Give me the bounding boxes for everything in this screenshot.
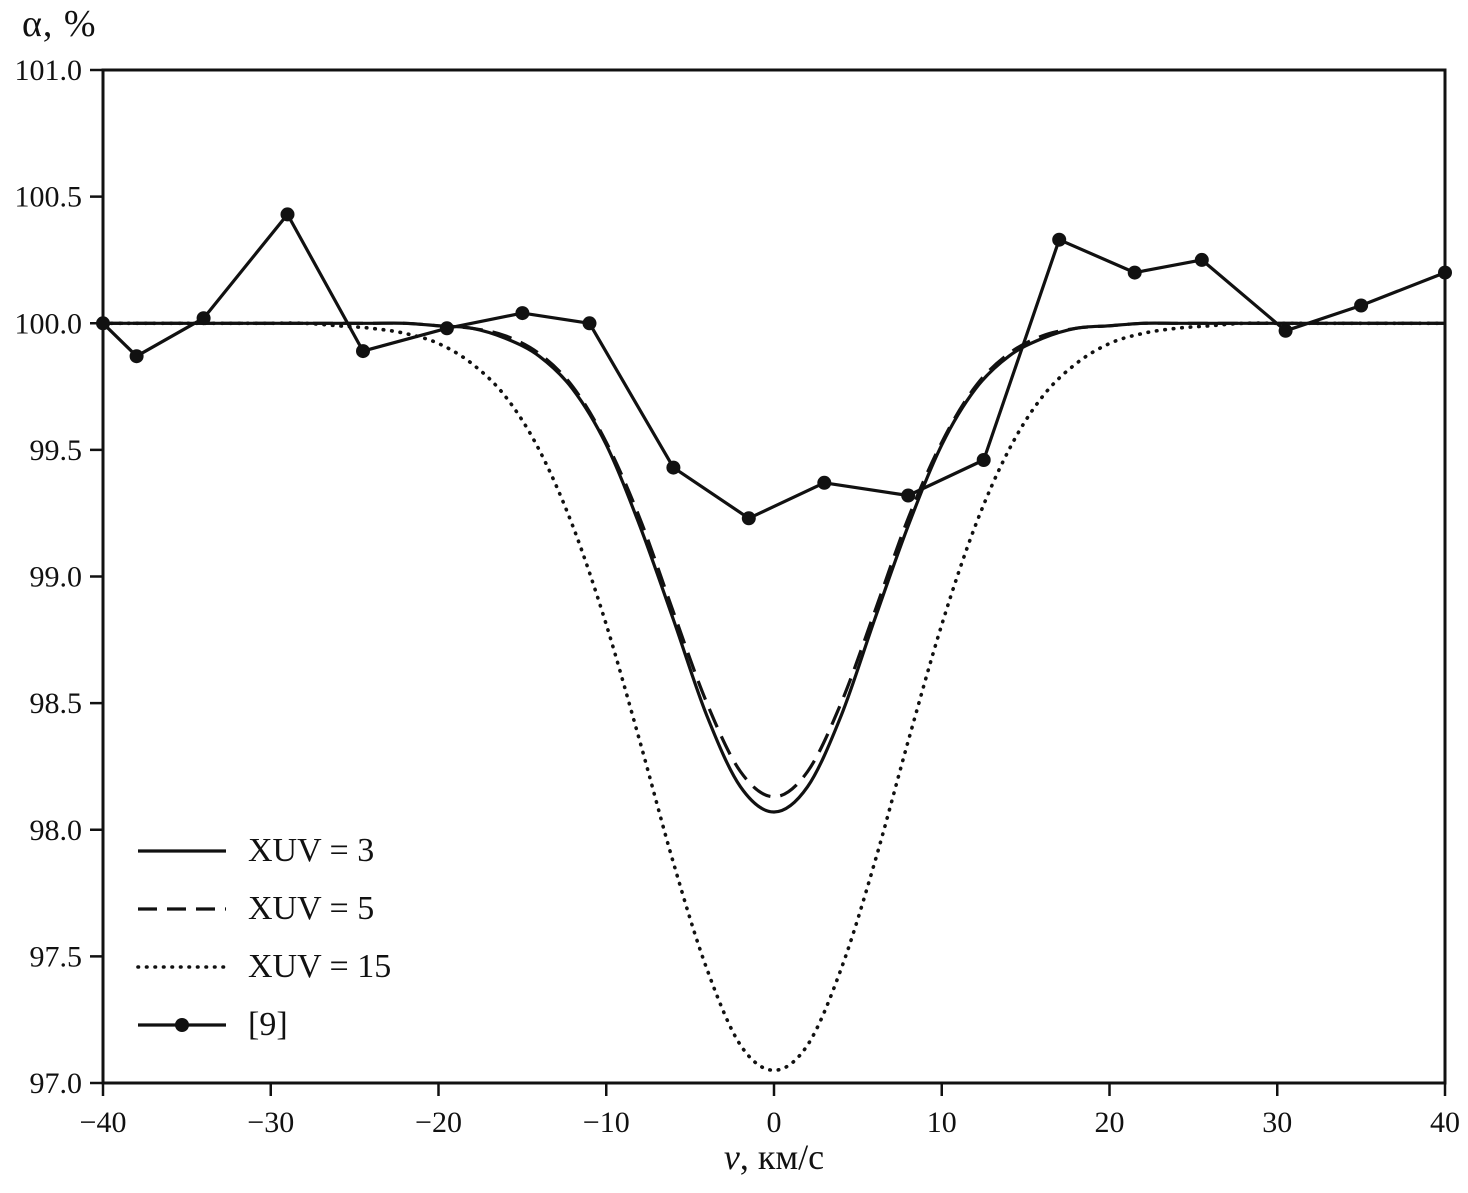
- series-observed-marker: [439, 321, 454, 336]
- legend-item-xuv15: XUV = 15: [136, 948, 391, 986]
- x-tick-label: 0: [767, 1106, 782, 1139]
- x-tick-label: 40: [1430, 1106, 1460, 1139]
- series-observed-marker: [666, 460, 681, 475]
- plot-frame: [101, 68, 1447, 1085]
- y-tick-label: 101.0: [15, 54, 83, 87]
- series-observed-marker: [817, 475, 832, 490]
- series-observed-marker: [1194, 252, 1209, 267]
- legend-solid-line-icon: [138, 849, 226, 853]
- series-observed-marker: [280, 207, 295, 222]
- y-tick-label: 99.0: [30, 561, 83, 594]
- series-observed-marker: [1354, 298, 1369, 313]
- series-observed-line: [101, 212, 1446, 520]
- legend-item-xuv5: XUV = 5: [136, 890, 391, 928]
- x-tick-label: 30: [1262, 1106, 1292, 1139]
- legend-label-xuv3: XUV = 3: [248, 832, 375, 869]
- series-observed-marker: [1278, 323, 1293, 338]
- x-axis-title: v, км/с: [103, 1136, 1445, 1178]
- y-tick-label: 100.5: [15, 181, 83, 214]
- legend-label-xuv15: XUV = 15: [248, 948, 392, 985]
- x-axis-title-units: , км/с: [739, 1137, 825, 1177]
- series-observed-marker: [1052, 232, 1067, 247]
- series-observed-marker: [356, 344, 370, 359]
- legend-dotted-line-icon: [136, 965, 228, 969]
- legend-item-xuv3: XUV = 3: [136, 832, 391, 870]
- series-observed-marker: [129, 349, 144, 364]
- legend-dashed-line-icon: [138, 907, 226, 911]
- legend-label-xuv5: XUV = 5: [248, 890, 375, 927]
- x-tick-label: 20: [1095, 1106, 1125, 1139]
- series-observed-marker: [976, 453, 991, 467]
- y-axis-title: α, %: [22, 3, 97, 45]
- x-axis-title-variable: v: [723, 1137, 740, 1177]
- legend-marker-line-icon: [138, 1018, 226, 1032]
- series-observed-marker: [1127, 265, 1142, 280]
- y-tick-label: 99.5: [30, 434, 83, 467]
- series-observed-marker: [196, 311, 211, 326]
- legend-label-ref9: [9]: [248, 1006, 288, 1043]
- x-tick-label: −10: [583, 1106, 630, 1139]
- y-tick-label: 98.5: [30, 687, 83, 720]
- y-tick-label: 98.0: [30, 814, 83, 847]
- legend: XUV = 3 XUV = 5 XUV = 15 [9]: [136, 832, 391, 1044]
- y-tick-label: 97.0: [30, 1067, 83, 1100]
- y-tick-label: 100.0: [15, 307, 83, 340]
- series-dashed-curve: [103, 321, 1445, 799]
- y-tick-label: 97.5: [30, 940, 83, 973]
- series-observed-marker: [582, 316, 597, 331]
- x-tick-label: −20: [415, 1106, 462, 1139]
- series-observed-marker: [901, 488, 916, 503]
- series-observed-marker: [515, 306, 530, 321]
- x-tick-label: −40: [80, 1106, 127, 1139]
- legend-item-ref9: [9]: [136, 1006, 391, 1044]
- series-solid-curve: [103, 321, 1445, 814]
- x-tick-label: −30: [247, 1106, 294, 1139]
- x-tick-label: 10: [927, 1106, 957, 1139]
- series-observed-marker: [741, 511, 756, 526]
